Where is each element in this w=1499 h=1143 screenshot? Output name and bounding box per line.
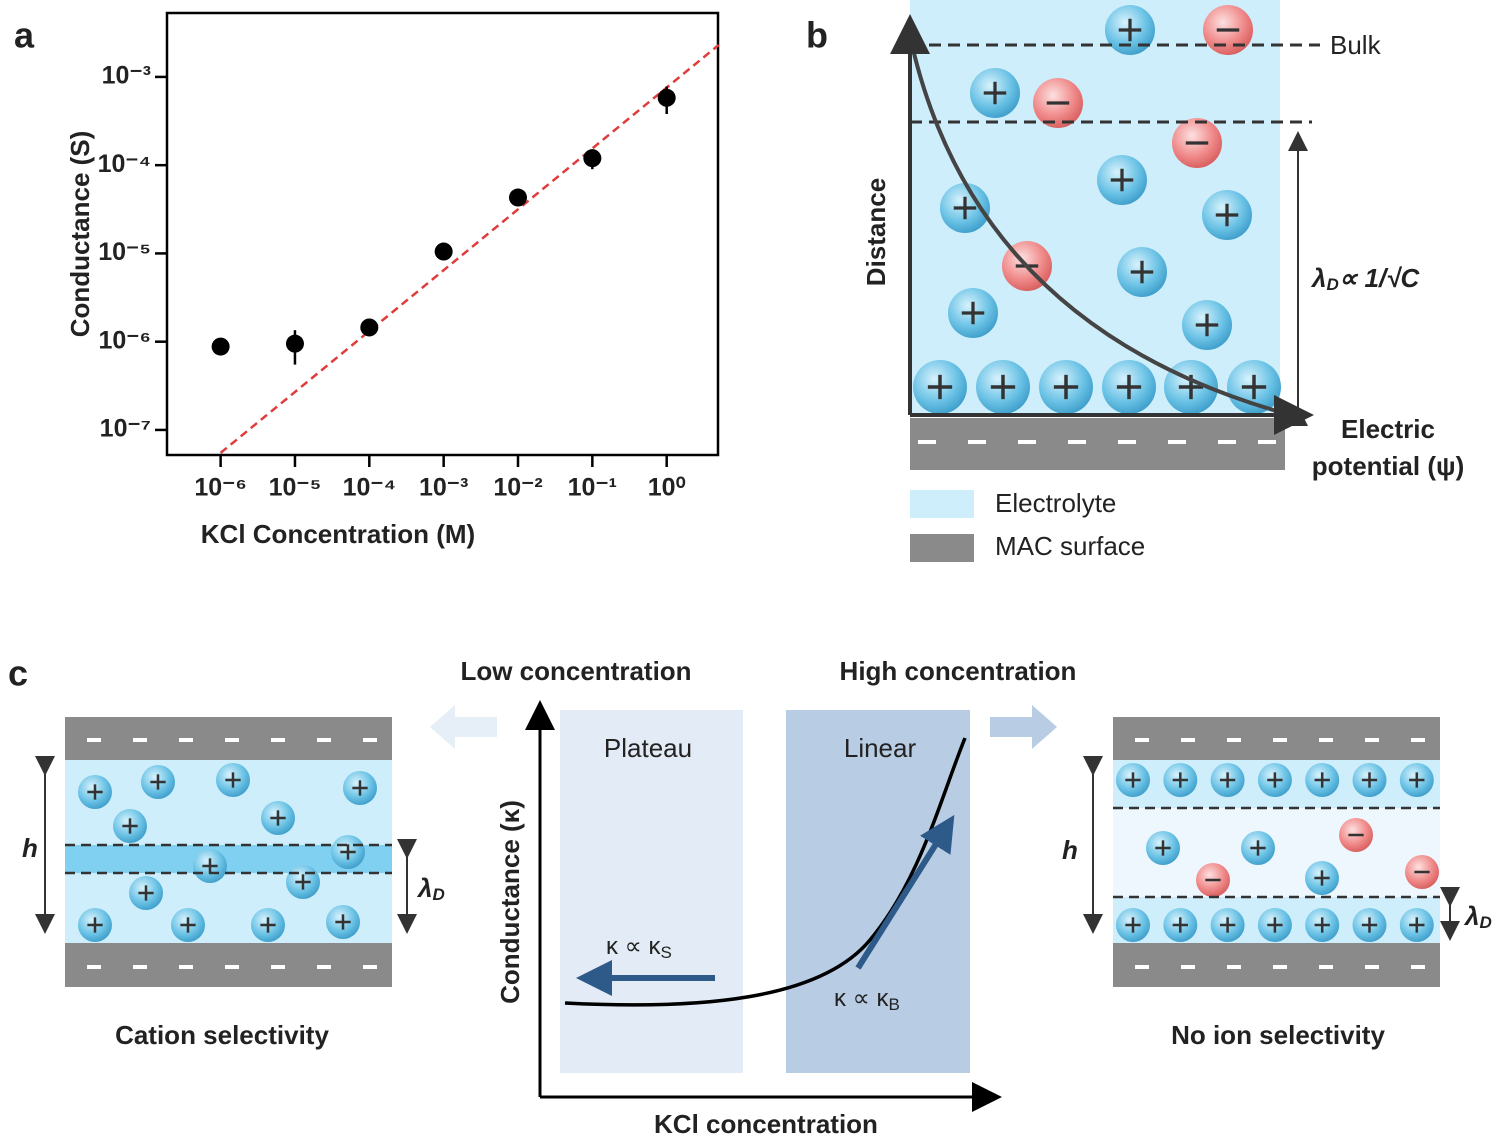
bulk-label: Bulk	[1330, 30, 1382, 60]
panel-label: c	[8, 653, 28, 694]
ions	[78, 763, 1439, 942]
x-axis-label: KCl Concentration (M)	[201, 519, 475, 549]
x-axis-label: potential (ψ)	[1312, 451, 1464, 481]
h-label: h	[22, 833, 38, 863]
plot-frame	[165, 11, 720, 457]
zone-label: Linear	[844, 733, 917, 763]
diagram-c: h h λD λD Cation selectivity No ion sele…	[22, 656, 1492, 1139]
debye-label: λD∝ 1/√C	[1310, 263, 1421, 295]
data-point	[508, 188, 527, 207]
h-label: h	[1062, 835, 1078, 865]
x-tick-label: 10⁻¹	[568, 474, 617, 502]
caption: Cation selectivity	[115, 1020, 329, 1050]
data-point	[583, 149, 602, 168]
x-tick-label: 10⁻³	[419, 474, 468, 502]
x-tick-label: 10⁰	[648, 474, 686, 502]
chart: KCl Concentration (M) Conductance (S) 10…	[65, 11, 720, 549]
panel-label: a	[14, 15, 35, 56]
surface-charges	[87, 738, 1425, 969]
zone-title: Low concentration	[460, 656, 691, 686]
law-label: κ ∝ κB	[834, 985, 900, 1014]
law-label: κ ∝ κS	[606, 933, 672, 962]
debye-label: λD	[1463, 901, 1492, 933]
caption: No ion selectivity	[1171, 1020, 1385, 1050]
y-tick-label: 10⁻⁶	[98, 326, 151, 354]
x-axis-label: Electric	[1341, 414, 1435, 444]
y-tick-label: 10⁻⁵	[98, 238, 151, 266]
faint-arrow	[430, 705, 497, 749]
zone-title: High concentration	[840, 656, 1077, 686]
legend-swatch	[910, 490, 974, 518]
data-point	[434, 242, 453, 261]
x-tick-label: 10⁻⁶	[194, 474, 247, 502]
zone-label: Plateau	[604, 733, 692, 763]
data-point	[285, 334, 304, 353]
data-point	[360, 318, 379, 337]
plateau-zone	[560, 710, 743, 1073]
y-tick-label: 10⁻⁴	[98, 150, 151, 178]
x-tick-label: 10⁻⁵	[269, 474, 322, 502]
trend-arrow	[855, 814, 955, 970]
fit-line	[219, 44, 720, 454]
dimension-arrows	[35, 756, 1460, 941]
data-point	[657, 88, 676, 107]
y-axis-label: Conductance (S)	[65, 131, 95, 338]
y-axis-label: Distance	[861, 178, 891, 286]
y-axis-label: Conductance (κ)	[495, 800, 525, 1004]
potential-curve	[910, 44, 1281, 414]
ions	[913, 5, 1281, 414]
legend-swatch	[910, 534, 974, 562]
faint-arrow	[990, 705, 1057, 749]
data-point	[211, 337, 230, 356]
debye-label: λD	[416, 873, 445, 905]
x-tick-label: 10⁻²	[493, 474, 542, 502]
y-tick-label: 10⁻⁷	[100, 415, 151, 443]
debye-lines	[65, 806, 1440, 899]
trend-curve	[564, 737, 967, 1007]
panel-label: b	[806, 15, 828, 56]
diagram-b: Bulk Distance Electric potential (ψ) λD∝…	[861, 0, 1464, 562]
linear-zone	[786, 710, 970, 1073]
x-axis-label: KCl concentration	[654, 1109, 878, 1138]
legend-label: MAC surface	[995, 531, 1145, 561]
legend-label: Electrolyte	[995, 488, 1116, 518]
y-tick-label: 10⁻³	[102, 62, 151, 90]
x-tick-label: 10⁻⁴	[343, 474, 396, 502]
